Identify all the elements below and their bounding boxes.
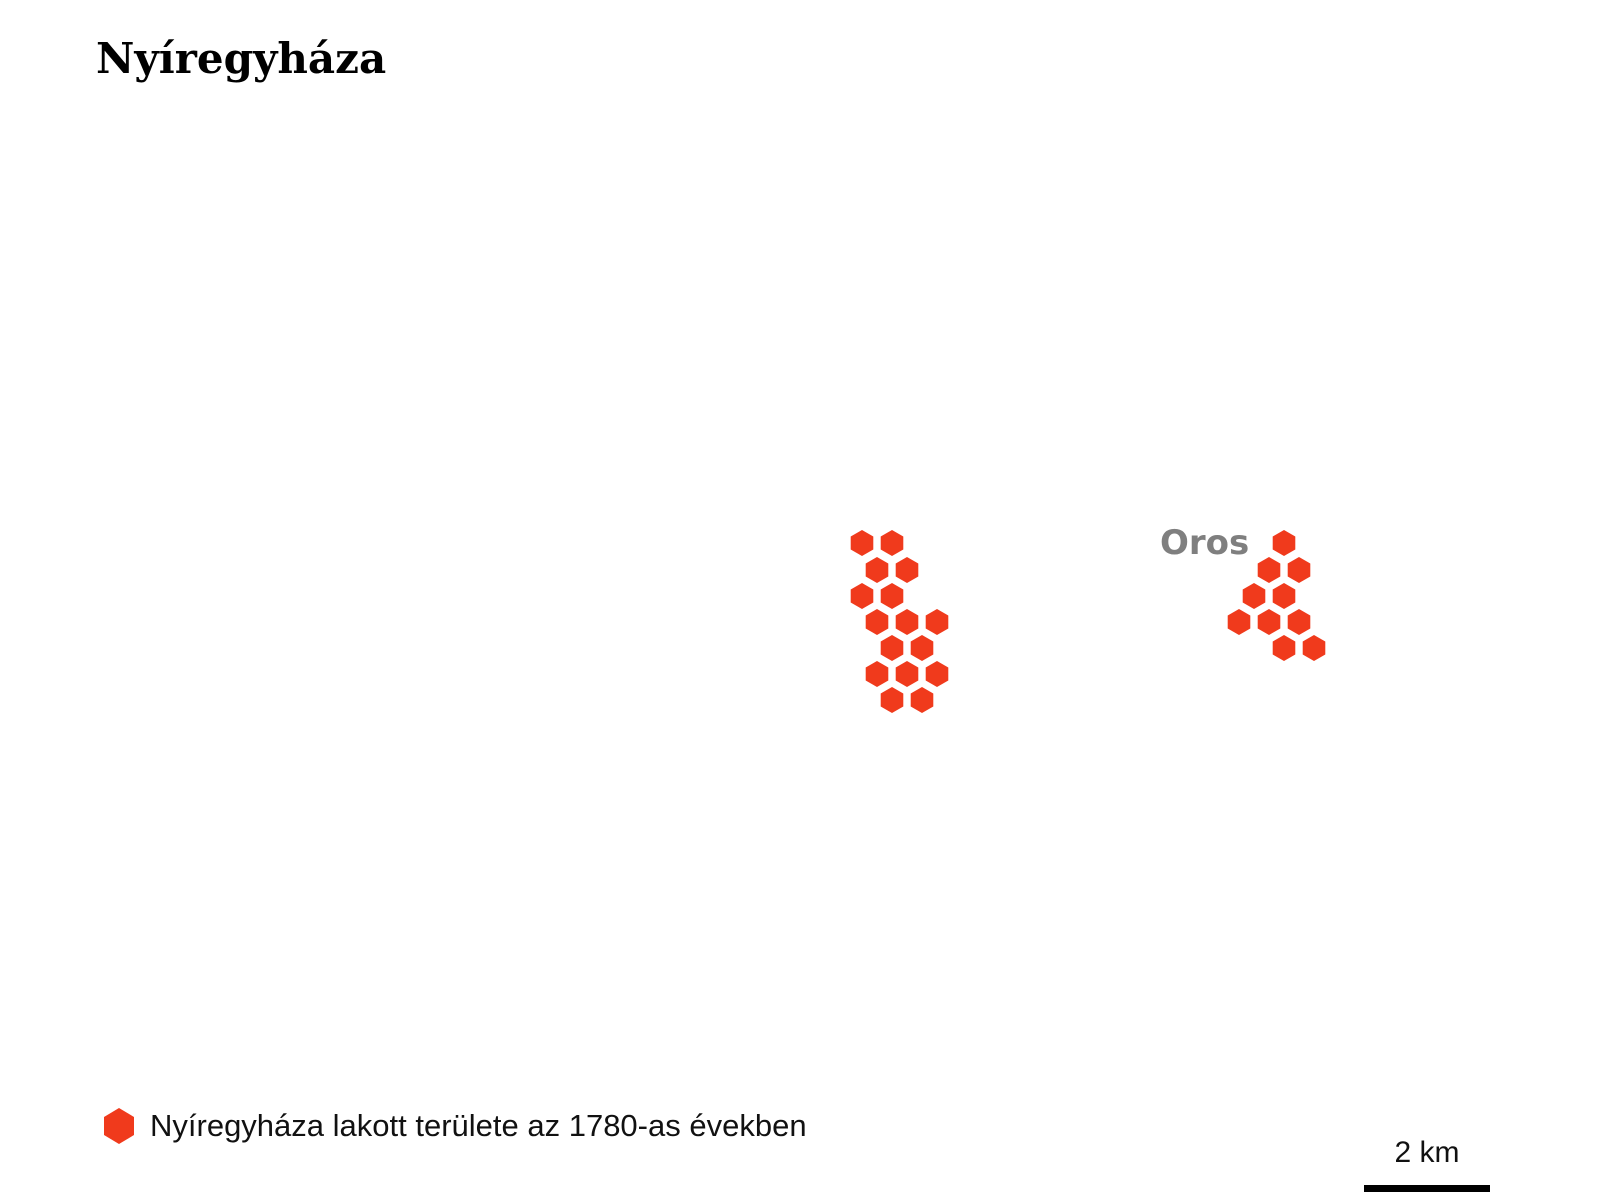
oros-settlement-hex	[1227, 609, 1251, 635]
settlement-hex	[880, 635, 904, 661]
oros-settlement-hex	[1272, 530, 1296, 556]
legend-label: Nyíregyháza lakott területe az 1780-as é…	[150, 1108, 807, 1143]
settlement-hex	[865, 609, 889, 635]
oros-settlement-hex	[1272, 635, 1296, 661]
settlement-hex	[895, 609, 919, 635]
oros-settlement-hex	[1302, 635, 1326, 661]
oros-settlement-cluster	[1227, 530, 1326, 661]
legend: Nyíregyháza lakott területe az 1780-as é…	[102, 1106, 807, 1146]
settlement-hex	[865, 661, 889, 687]
scale-bar: 2 km	[1364, 1136, 1490, 1192]
settlement-hex	[880, 583, 904, 609]
oros-settlement-hex	[1272, 583, 1296, 609]
settlement-hex	[850, 583, 874, 609]
settlement-hex	[865, 557, 889, 583]
scale-label: 2 km	[1394, 1136, 1460, 1169]
settlement-hex	[850, 530, 874, 556]
settlement-hex	[880, 530, 904, 556]
settlement-hex	[895, 661, 919, 687]
nyiregyhaza-settlement-cluster	[850, 530, 949, 713]
settlement-hex	[895, 557, 919, 583]
map-title: Nyíregyháza	[96, 34, 387, 83]
oros-settlement-hex	[1257, 557, 1281, 583]
oros-settlement-hex	[1242, 583, 1266, 609]
oros-settlement-hex	[1257, 609, 1281, 635]
settlement-hex	[880, 687, 904, 713]
settlement-hex	[910, 635, 934, 661]
oros-settlement-hex	[1287, 557, 1311, 583]
settlement-hex	[925, 609, 949, 635]
settlement-hex	[925, 661, 949, 687]
settlement-hex	[910, 687, 934, 713]
scale-line	[1364, 1185, 1490, 1192]
place-label-oros: Oros	[1160, 523, 1249, 563]
hexagon-icon	[104, 1108, 134, 1144]
oros-settlement-hex	[1287, 609, 1311, 635]
